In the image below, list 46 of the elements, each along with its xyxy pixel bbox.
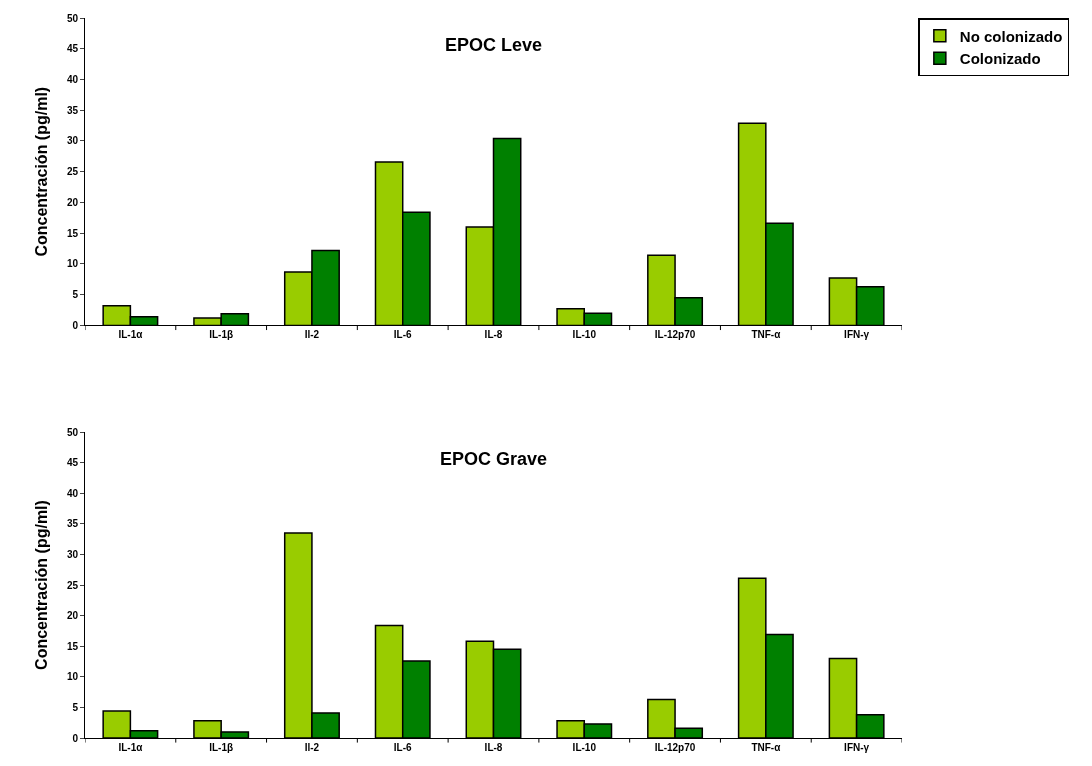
text: EPOC Leve [445,35,543,55]
y-tick-label: 20 [66,610,79,622]
x-tick-label: IL-1β [209,329,234,341]
y-tick-label: 0 [72,732,79,744]
x-tick-label: IL-1α [118,742,144,753]
x-tick-label: IL-8 [484,742,503,753]
x-tick-label: TNF-α [751,329,782,341]
y-tick-label: 20 [66,196,79,208]
x-tick-label: IFN-γ [844,329,870,341]
y-tick-label: 30 [66,135,79,147]
x-tick-label: TNF-α [751,742,782,753]
x-tick-label: IL-6 [393,742,413,753]
x-tick-label: IL-8 [484,329,503,341]
y-tick-label: 5 [72,701,79,713]
text: EPOC Grave [440,449,548,469]
x-tick-label: Il-2 [304,742,320,753]
y-tick-label: 40 [66,487,79,499]
x-tick-label: IL-12p70 [654,742,696,753]
y-tick-label: 25 [66,166,79,178]
y-tick-label: 50 [66,12,79,24]
y-tick-label: 15 [66,227,79,239]
y-tick-label: 50 [66,426,79,438]
y-axis-title: Concentración (pg/ml) [32,86,50,257]
y-tick-label: 30 [66,548,79,560]
y-tick-label: 35 [66,518,79,530]
y-tick-label: 0 [72,319,79,331]
x-tick-label: Il-2 [304,329,320,341]
legend-label: No colonizado [959,27,1063,45]
y-tick-label: 15 [66,640,79,652]
x-tick-label: IL-10 [572,329,597,341]
x-tick-label: IL-6 [393,329,413,341]
y-tick-label: 40 [66,73,79,85]
y-tick-label: 35 [66,104,79,116]
y-axis-title: Concentración (pg/ml) [32,500,50,670]
x-tick-label: IL-10 [572,742,597,753]
x-tick-label: IL-1α [118,329,144,341]
y-tick-label: 45 [66,43,79,55]
y-tick-label: 10 [66,258,79,270]
x-tick-label: IFN-γ [844,742,870,753]
x-tick-label: IL-12p70 [654,329,696,341]
y-tick-label: 5 [72,289,79,301]
legend-label: Colonizado [959,50,1041,68]
y-tick-label: 25 [66,579,79,591]
y-tick-label: 10 [66,671,79,683]
y-tick-label: 45 [66,457,79,469]
x-tick-label: IL-1β [209,742,234,753]
